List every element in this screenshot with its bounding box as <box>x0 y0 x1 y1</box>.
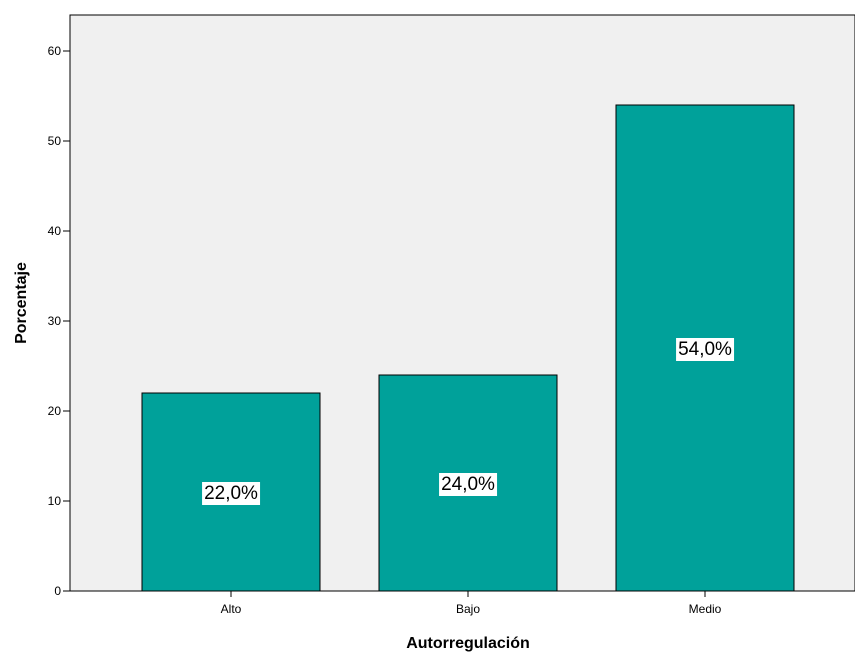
y-axis-title: Porcentaje <box>13 262 30 344</box>
y-tick-label: 40 <box>48 224 62 238</box>
y-tick-label: 20 <box>48 404 62 418</box>
y-tick-label: 0 <box>54 584 61 598</box>
y-axis: 0 10 20 30 40 50 60 <box>48 44 70 598</box>
x-tick-label: Medio <box>689 602 722 616</box>
y-tick-label: 10 <box>48 494 62 508</box>
data-label-text: 54,0% <box>678 339 732 360</box>
x-axis: Alto Bajo Medio <box>221 591 722 616</box>
x-tick-label: Bajo <box>456 602 480 616</box>
x-axis-title: Autorregulación <box>406 635 530 652</box>
data-label-box <box>676 338 735 361</box>
y-tick-label: 60 <box>48 44 62 58</box>
data-label-medio: 54,0% <box>676 338 735 361</box>
y-tick-label: 50 <box>48 134 62 148</box>
data-label-box <box>439 473 498 496</box>
data-label-bajo: 24,0% <box>439 473 498 496</box>
y-tick-label: 30 <box>48 314 62 328</box>
x-tick-label: Alto <box>221 602 242 616</box>
data-label-alto: 22,0% <box>202 482 261 505</box>
data-label-text: 24,0% <box>441 474 495 495</box>
data-label-text: 22,0% <box>204 483 258 504</box>
data-label-box <box>202 482 261 505</box>
